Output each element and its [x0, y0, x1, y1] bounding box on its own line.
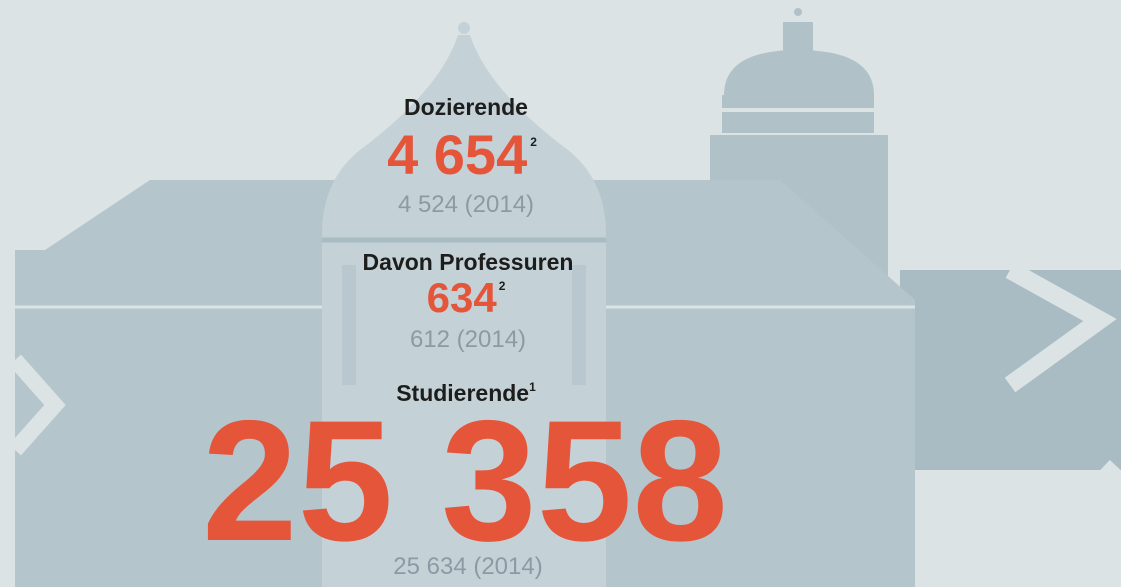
value: 634	[427, 274, 498, 321]
pillar	[572, 265, 586, 385]
footnote: 2	[499, 279, 506, 293]
previous: 4 524 (2014)	[398, 191, 534, 218]
finial	[458, 22, 470, 34]
previous: 25 634 (2014)	[393, 553, 542, 580]
label: Dozierende	[404, 94, 528, 120]
dome-drum	[722, 95, 874, 133]
previous: 612 (2014)	[410, 326, 526, 353]
infographic: Dozierende 4 6542 4 524 (2014) Davon Pro…	[0, 0, 1121, 587]
wing	[900, 270, 1121, 470]
finial	[794, 8, 802, 16]
lantern	[783, 22, 813, 52]
label: Davon Professuren	[363, 249, 574, 275]
footnote: 2	[530, 135, 537, 149]
value: 4 654	[387, 123, 527, 186]
pillar	[342, 265, 356, 385]
value: 25 358	[202, 385, 728, 577]
